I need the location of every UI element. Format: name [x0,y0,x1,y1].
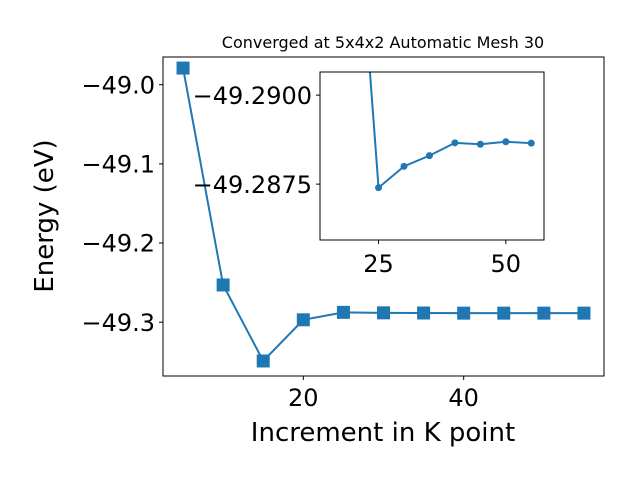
inset-data-point [375,184,383,192]
main-plot: 20 40 −49.0−49.1−49.2−49.3 [81,56,605,412]
main-data-point [457,306,471,320]
main-x-tick-label: 40 [448,384,479,412]
inset-plot-frame [319,71,545,241]
inset-y-tick-label: −49.2900 [193,82,312,110]
main-data-point [417,306,431,320]
inset-data-point [502,138,510,146]
main-y-tick-label: −49.1 [81,151,155,179]
main-data-point [176,61,190,75]
chart-title: Converged at 5x4x2 Automatic Mesh 30 [222,33,544,52]
inset-y-ticks: −49.2900 −49.2875 [193,82,320,199]
main-data-point [336,305,350,319]
main-data-point [577,306,591,320]
main-data-point [377,306,390,320]
main-y-ticks: −49.0 −49.1 −49.2 −49.3 [81,71,163,337]
main-y-tick-label: −49.0 [81,71,155,99]
main-x-ticks: 20 40 [288,376,479,412]
main-data-point [216,278,230,292]
main-y-tick-label: −49.3 [81,309,155,337]
main-data-point [537,306,551,320]
main-data-point [497,306,511,320]
inset-y-tick-label: −49.2875 [193,171,312,199]
inset-x-ticks: 25 50 [363,240,521,278]
x-axis-label: Increment in K point [251,418,515,448]
main-data-point [296,313,310,327]
inset-series-line [368,72,532,190]
inset-data-point [527,139,535,147]
main-y-tick-label: −49.2 [81,230,155,258]
inset-x-tick-label: 50 [491,250,522,278]
inset-x-tick-label: 25 [363,250,394,278]
inset-data-point [476,140,484,148]
inset-data-point [451,139,459,147]
main-x-tick-label: 20 [288,384,319,412]
main-data-point [256,354,270,368]
main-series [176,61,591,368]
inset-plot: 25 50 −49.2900 −49.2875 [193,71,545,278]
inset-data-point [425,152,433,160]
inset-series [368,72,535,192]
main-plot-frame [162,56,605,377]
inset-data-point [400,162,408,170]
y-axis-label: Energy (eV) [30,139,60,292]
